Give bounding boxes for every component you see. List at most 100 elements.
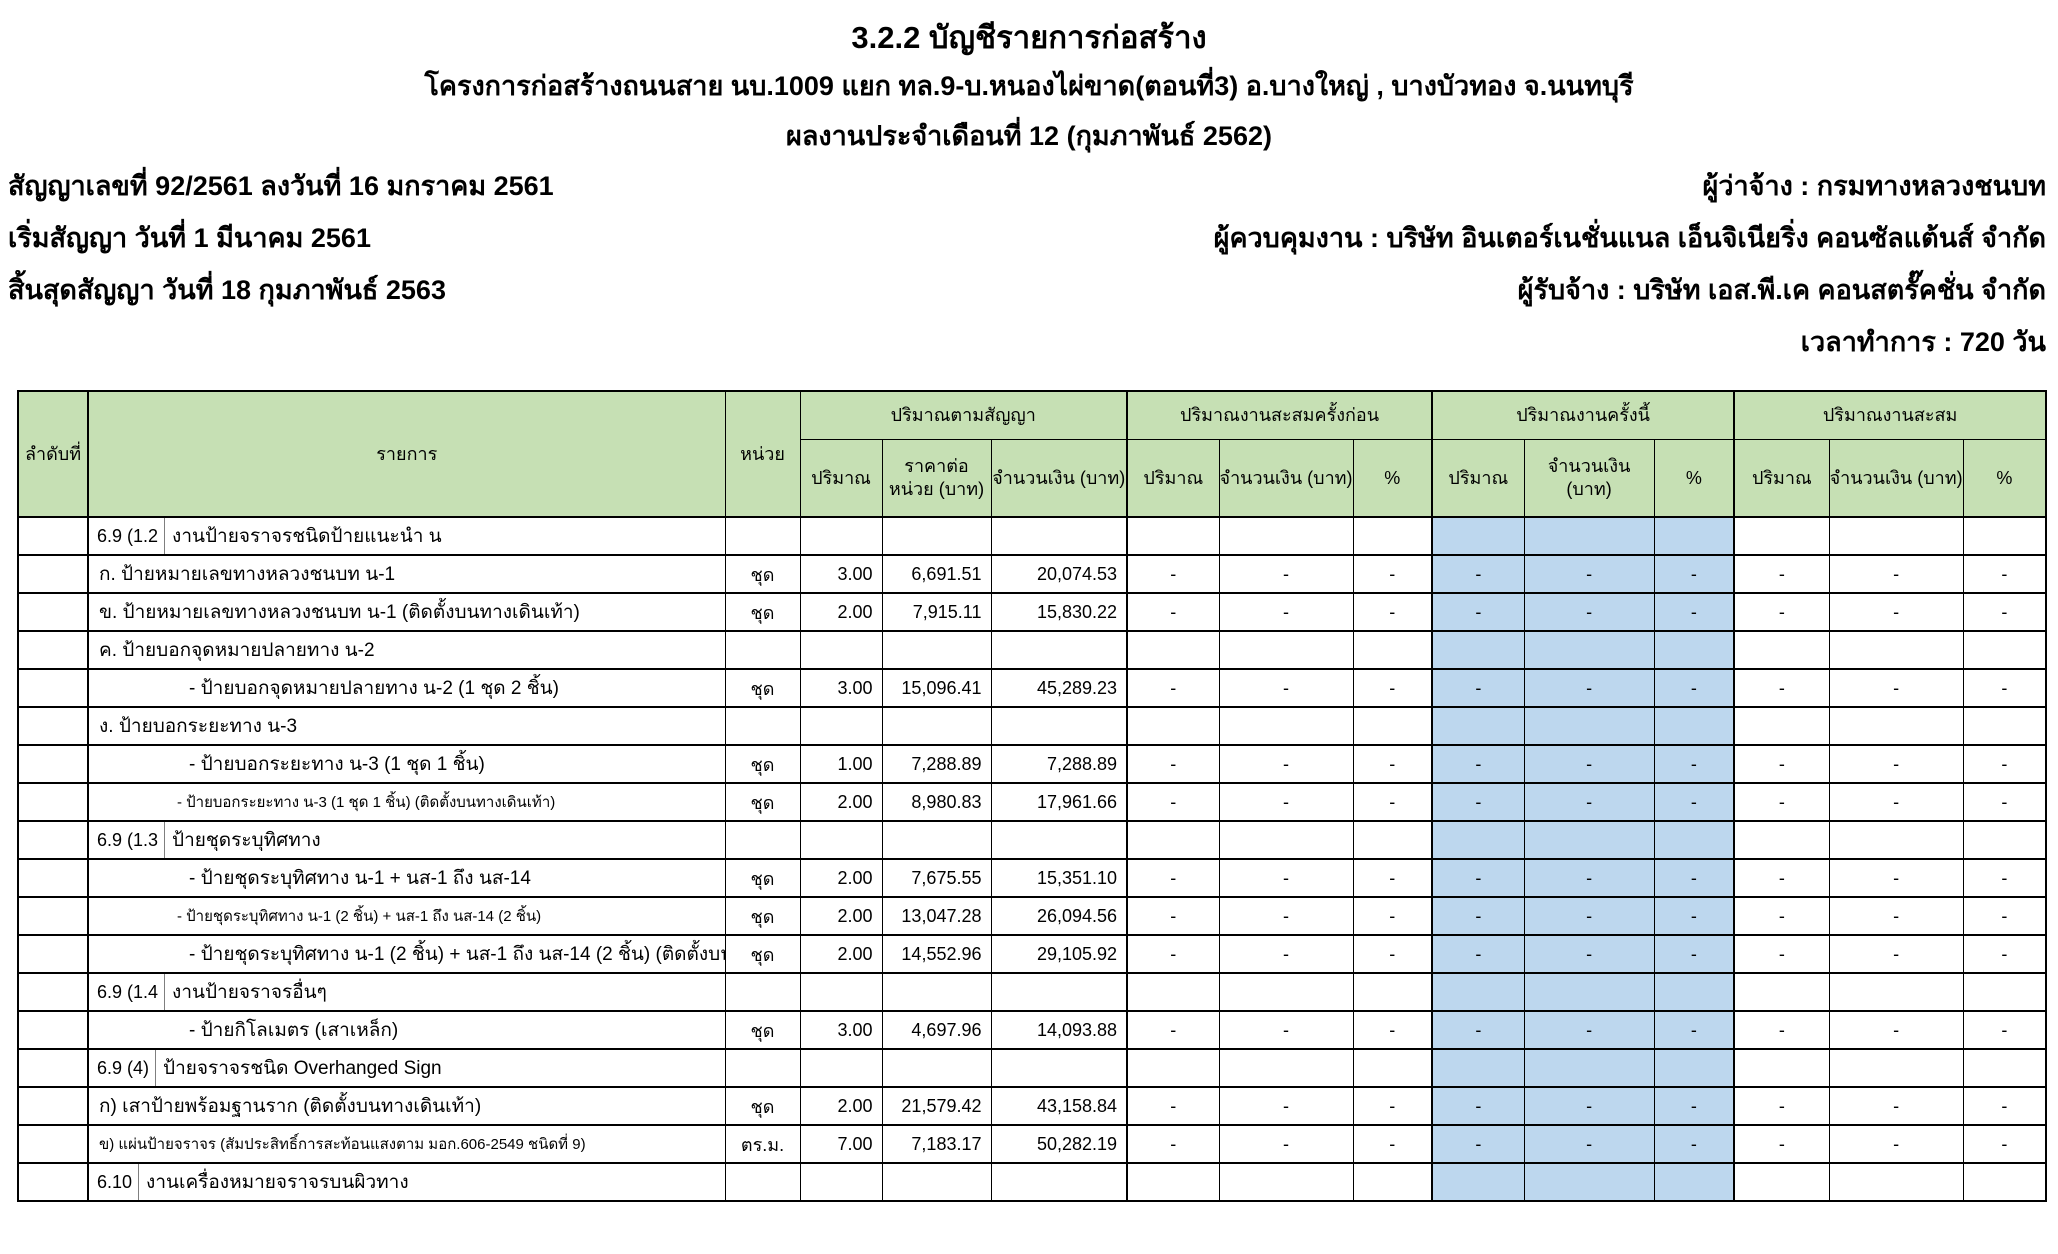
cell-item: 6.9 (4) ป้ายจราจรชนิด Overhanged Sign <box>87 1048 726 1088</box>
cell-curr-qty: - <box>1431 744 1525 784</box>
cell-contract-qty: 2.00 <box>799 592 883 632</box>
cell-prev-amount: - <box>1218 896 1354 936</box>
cell-cum-amount: - <box>1828 668 1964 708</box>
cell-item-desc: งานป้ายจราจรชนิดป้ายแนะนำ น <box>172 526 442 547</box>
cell-unit-price: 15,096.41 <box>881 668 992 708</box>
cell-curr-qty: - <box>1431 1124 1525 1164</box>
cell-curr-pct: - <box>1653 782 1736 822</box>
cell-curr-qty <box>1431 1162 1525 1202</box>
table-row: ข. ป้ายหมายเลขทางหลวงชนบท น-1 (ติดตั้งบน… <box>17 592 2047 632</box>
cell-item-desc: ง. ป้ายบอกระยะทาง น-3 <box>99 716 298 737</box>
cell-contract-qty: 2.00 <box>799 858 883 898</box>
cell-item-code: 6.10 <box>89 1165 140 1199</box>
cell-cum-qty: - <box>1733 858 1830 898</box>
table-row: ค. ป้ายบอกจุดหมายปลายทาง น-2 <box>17 630 2047 670</box>
cell-cum-amount <box>1828 1048 1964 1088</box>
cell-item-desc: ข. ป้ายหมายเลขทางหลวงชนบท น-1 (ติดตั้งบน… <box>99 602 580 623</box>
cell-curr-amount: - <box>1523 554 1655 594</box>
cell-cum-qty <box>1733 820 1830 860</box>
table-row: ก) เสาป้ายพร้อมฐานราก (ติดตั้งบนทางเดินเ… <box>17 1086 2047 1126</box>
cell-curr-amount: - <box>1523 668 1655 708</box>
cell-seq <box>17 1162 89 1202</box>
cell-cum-pct: - <box>1962 896 2047 936</box>
cell-unit-price: 8,980.83 <box>881 782 992 822</box>
cell-prev-amount: - <box>1218 858 1354 898</box>
cell-item-desc: ค. ป้ายบอกจุดหมายปลายทาง น-2 <box>99 640 375 661</box>
cell-prev-qty: - <box>1126 592 1220 632</box>
header-sub-row: ปริมาณ ราคาต่อหน่วย (บาท) จำนวนเงิน (บาท… <box>18 438 2047 518</box>
report-header: 3.2.2 บัญชีรายการก่อสร้าง โครงการก่อสร้า… <box>0 0 2058 390</box>
cell-curr-amount <box>1523 630 1655 670</box>
cell-item: ค. ป้ายบอกจุดหมายปลายทาง น-2 <box>87 630 726 670</box>
cell-cum-pct: - <box>1962 554 2047 594</box>
cell-prev-qty: - <box>1126 858 1220 898</box>
cell-seq <box>17 934 89 974</box>
cell-prev-amount: - <box>1218 592 1354 632</box>
cell-cum-qty: - <box>1733 1086 1830 1126</box>
cell-prev-pct <box>1352 630 1434 670</box>
cell-unit-price <box>881 516 992 556</box>
sub-header: จำนวนเงิน (บาท) <box>1218 438 1354 518</box>
cell-item-desc: ก) เสาป้ายพร้อมฐานราก (ติดตั้งบนทางเดินเ… <box>99 1096 482 1117</box>
cell-curr-amount <box>1523 706 1655 746</box>
cell-contract-amount <box>990 706 1129 746</box>
cell-seq <box>17 820 89 860</box>
cell-contract-qty <box>799 1048 883 1088</box>
work-duration-line: เวลาทำการ : 720 วัน <box>1800 327 2046 357</box>
cell-contract-qty <box>799 706 883 746</box>
cell-curr-pct: - <box>1653 1010 1736 1050</box>
cell-item: ก. ป้ายหมายเลขทางหลวงชนบท น-1 <box>87 554 726 594</box>
cell-cum-qty <box>1733 706 1830 746</box>
cell-unit-price: 7,675.55 <box>881 858 992 898</box>
cell-item-desc: - ป้ายชุดระบุทิศทาง น-1 (2 ชิ้น) + นส-1 … <box>177 908 542 925</box>
cell-unit: ชุด <box>724 782 801 822</box>
cell-unit-price <box>881 820 992 860</box>
cell-curr-amount <box>1523 1162 1655 1202</box>
cell-prev-qty: - <box>1126 668 1220 708</box>
cell-prev-pct: - <box>1352 668 1434 708</box>
cell-seq <box>17 1010 89 1050</box>
cell-curr-pct: - <box>1653 592 1736 632</box>
cell-curr-pct: - <box>1653 744 1736 784</box>
cell-unit <box>724 820 801 860</box>
cell-curr-qty <box>1431 1048 1525 1088</box>
cell-prev-pct: - <box>1352 896 1434 936</box>
cell-contract-amount: 15,830.22 <box>990 592 1129 632</box>
cell-unit-price <box>881 706 992 746</box>
cell-cum-pct: - <box>1962 858 2047 898</box>
cell-item: ข) แผ่นป้ายจราจร (สัมประสิทธิ์การสะท้อนแ… <box>87 1124 726 1164</box>
cell-curr-qty <box>1431 630 1525 670</box>
cell-curr-qty <box>1431 972 1525 1012</box>
cell-prev-qty: - <box>1126 934 1220 974</box>
cell-contract-amount <box>990 1048 1129 1088</box>
cell-cum-pct <box>1962 1048 2047 1088</box>
cell-contract-qty: 2.00 <box>799 782 883 822</box>
sub-header: ปริมาณ <box>1431 438 1525 518</box>
cell-unit: ชุด <box>724 1086 801 1126</box>
cell-cum-pct: - <box>1962 1086 2047 1126</box>
cell-prev-amount: - <box>1218 1086 1354 1126</box>
cell-item: 6.9 (1.4 งานป้ายจราจรอื่นๆ <box>87 972 726 1012</box>
cell-unit-price: 4,697.96 <box>881 1010 992 1050</box>
sub-header: % <box>1962 438 2047 518</box>
cell-unit: ชุด <box>724 592 801 632</box>
group-header-cumulative: ปริมาณงานสะสม <box>1733 390 2047 440</box>
cell-cum-qty: - <box>1733 592 1830 632</box>
cell-contract-qty: 3.00 <box>799 1010 883 1050</box>
cell-prev-qty: - <box>1126 554 1220 594</box>
cell-prev-amount <box>1218 706 1354 746</box>
cell-curr-pct <box>1653 1162 1736 1202</box>
cell-seq <box>17 668 89 708</box>
cell-prev-qty: - <box>1126 1124 1220 1164</box>
cell-item: ก) เสาป้ายพร้อมฐานราก (ติดตั้งบนทางเดินเ… <box>87 1086 726 1126</box>
cell-unit: ชุด <box>724 934 801 974</box>
cell-item: - ป้ายบอกระยะทาง น-3 (1 ชุด 1 ชิ้น) <box>87 744 726 784</box>
cell-cum-amount: - <box>1828 1010 1964 1050</box>
table-row: - ป้ายกิโลเมตร (เสาเหล็ก) ชุด 3.00 4,697… <box>17 1010 2047 1050</box>
cell-item: - ป้ายบอกระยะทาง น-3 (1 ชุด 1 ชิ้น) (ติด… <box>87 782 726 822</box>
cell-curr-qty <box>1431 706 1525 746</box>
cell-prev-qty <box>1126 516 1220 556</box>
cell-contract-qty: 2.00 <box>799 934 883 974</box>
sub-header: ราคาต่อหน่วย (บาท) <box>881 438 992 518</box>
